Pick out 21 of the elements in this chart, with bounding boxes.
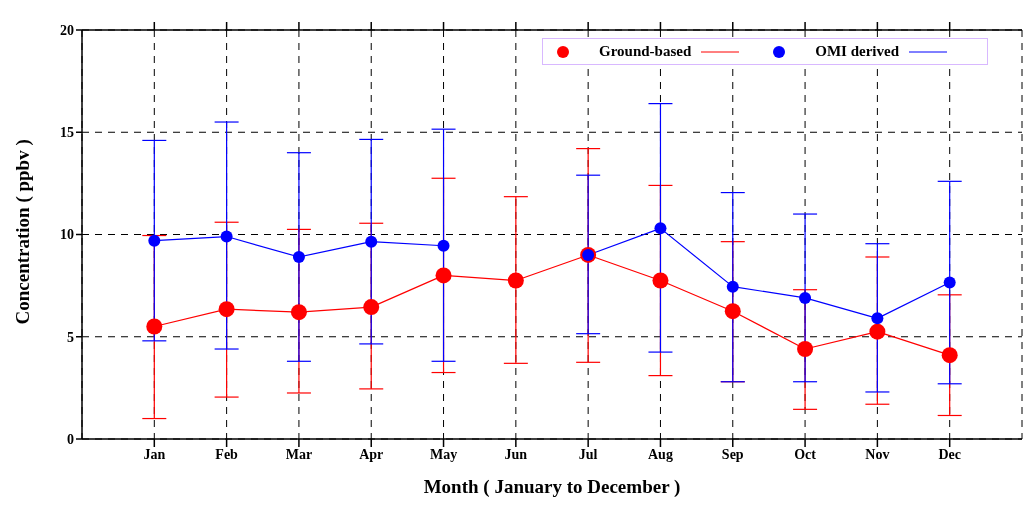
x-tick-label: Oct [794, 446, 817, 462]
y-tick-label: 15 [60, 125, 74, 141]
x-tick-label: Mar [285, 446, 313, 462]
legend-label: Ground-based [598, 43, 692, 60]
x-tick-label: Feb [215, 446, 239, 462]
y-tick-label: 0 [67, 431, 74, 447]
x-axis-title: Month ( January to December ) [423, 476, 681, 498]
legend-label: OMI derived [815, 43, 899, 60]
y-tick-label: 20 [60, 22, 74, 38]
x-tick-label: Nov [865, 446, 890, 462]
x-tick-label: Apr [359, 446, 384, 462]
x-tick-label: Aug [648, 446, 673, 462]
x-tick-label: Dec [938, 446, 961, 462]
x-tick-label: Jul [578, 446, 598, 462]
y-tick-label: 5 [67, 329, 74, 345]
y-axis-title: Concentration ( ppbv ) [11, 139, 34, 325]
x-tick-label: May [429, 446, 458, 462]
x-tick-label: Jun [504, 446, 528, 462]
y-tick-label: 10 [60, 227, 74, 243]
x-tick-label: Jan [143, 446, 166, 462]
x-tick-label: Sep [721, 446, 744, 462]
